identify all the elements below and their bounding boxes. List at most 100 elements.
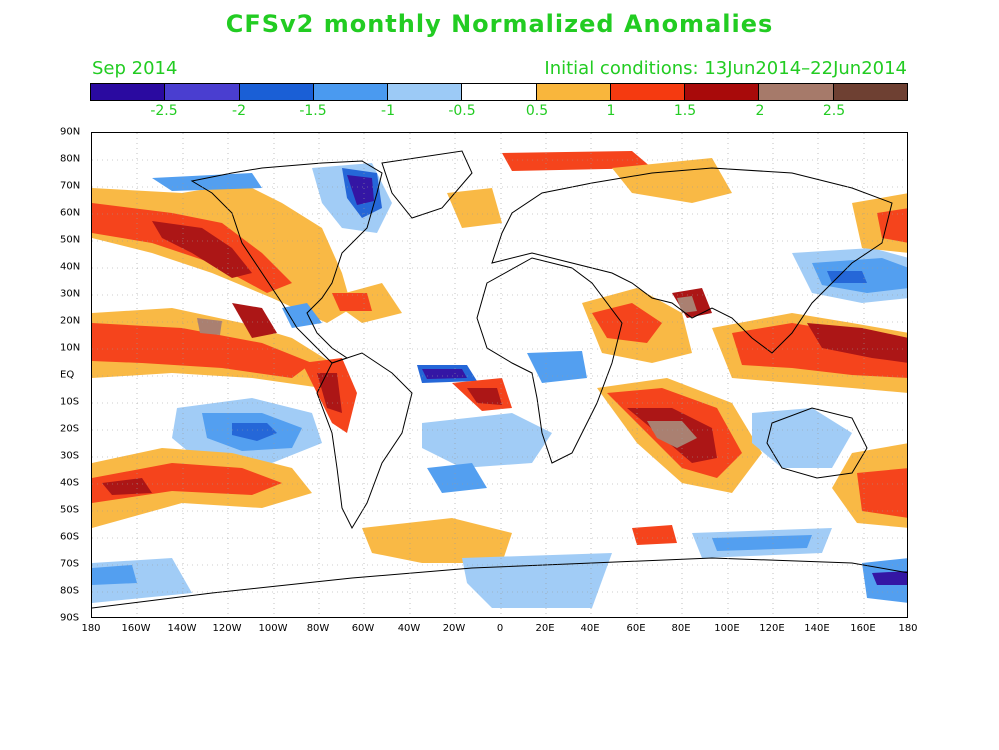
chart-title: CFSv2 monthly Normalized Anomalies <box>225 10 774 38</box>
colorbar-swatch-1 <box>165 84 240 100</box>
anomaly-area <box>462 553 612 608</box>
anomaly-area <box>527 351 587 383</box>
colorbar-label: -0.5 <box>448 103 476 119</box>
colorbar-label: 0.5 <box>525 103 549 119</box>
coastline-south-america <box>316 352 413 530</box>
anomaly-area <box>422 369 467 379</box>
colorbar-label: -2.5 <box>150 103 178 119</box>
lat-label: 80S <box>60 585 80 597</box>
lon-label: 120W <box>212 623 242 634</box>
colorbar-label: -1.5 <box>299 103 327 119</box>
lon-label: 20W <box>442 623 466 634</box>
anomaly-area <box>427 463 487 493</box>
lon-label: 140E <box>804 623 830 634</box>
colorbar-swatch-0 <box>91 84 166 100</box>
coastline-antarctica <box>92 557 907 609</box>
anomaly-map <box>91 132 908 618</box>
lat-label: 20N <box>60 315 81 327</box>
lon-label: 100W <box>258 623 288 634</box>
anomaly-area <box>447 188 502 228</box>
lat-label: 70S <box>60 558 80 570</box>
anomaly-area <box>807 323 907 363</box>
lon-label: 120E <box>759 623 785 634</box>
lat-label: 90N <box>60 126 81 138</box>
anomaly-map-svg <box>92 133 907 617</box>
lon-label: 140W <box>167 623 197 634</box>
colorbar-swatch-10 <box>833 84 907 100</box>
lon-label: 40E <box>580 623 600 634</box>
colorbar-swatch-8 <box>685 84 760 100</box>
lon-label: 60W <box>351 623 375 634</box>
lon-label: 160E <box>850 623 876 634</box>
coastline-africa <box>476 257 623 464</box>
anomaly-area <box>467 388 502 405</box>
lat-label: 90S <box>60 612 80 624</box>
lat-label: 80N <box>60 153 81 165</box>
colorbar-label: -1 <box>381 103 395 119</box>
gridlines <box>92 133 907 617</box>
lon-label: 80W <box>306 623 330 634</box>
lon-label: 0 <box>496 623 504 634</box>
anomaly-area <box>152 221 252 278</box>
lon-label: 160W <box>121 623 151 634</box>
anomaly-area <box>347 175 374 205</box>
anomaly-area <box>152 173 262 191</box>
anomaly-area <box>502 151 652 171</box>
colorbar-swatch-2 <box>239 84 314 100</box>
colorbar-swatch-9 <box>759 84 834 100</box>
lon-label: 180 <box>81 623 101 634</box>
colorbar-label: -2 <box>232 103 246 119</box>
anomaly-area <box>317 373 342 413</box>
anomaly-area <box>102 478 152 495</box>
lat-label: EQ <box>60 369 75 381</box>
colorbar-swatch-6 <box>536 84 611 100</box>
anomaly-area <box>592 303 662 343</box>
colorbar-swatch-4 <box>388 84 463 100</box>
anomaly-area <box>332 293 372 311</box>
colorbar-label: 2.5 <box>822 103 846 119</box>
colorbar-swatch-3 <box>313 84 389 100</box>
lat-label: 30N <box>60 288 81 300</box>
anomaly-area <box>712 535 812 551</box>
lat-label: 60N <box>60 207 81 219</box>
anomaly-area <box>92 565 137 585</box>
coastline-australia <box>766 407 868 479</box>
lat-label: 60S <box>60 531 80 543</box>
lat-label: 50S <box>60 504 80 516</box>
colorbar-label: 1 <box>606 103 616 119</box>
lat-label: 20S <box>60 423 80 435</box>
coastlines <box>92 150 907 609</box>
lat-label: 40S <box>60 477 80 489</box>
colorbar-swatch-7 <box>610 84 686 100</box>
anomaly-area <box>197 318 222 335</box>
lat-label: 10N <box>60 342 81 354</box>
forecast-month: Sep 2014 <box>92 58 178 79</box>
anomaly-area <box>752 408 852 468</box>
colorbar-swatch-5 <box>462 84 537 100</box>
lon-label: 80E <box>671 623 691 634</box>
coastline-north-america <box>190 160 383 364</box>
anomaly-area <box>872 571 907 585</box>
colorbar-label: 1.5 <box>673 103 697 119</box>
coastline-greenland <box>381 150 473 219</box>
anomaly-area <box>232 303 277 338</box>
anomaly-area <box>857 468 907 518</box>
anomaly-area <box>92 323 312 378</box>
lat-label: 50N <box>60 234 81 246</box>
initial-conditions: Initial conditions: 13Jun2014–22Jun2014 <box>544 58 907 79</box>
lon-label: 20E <box>535 623 555 634</box>
lon-label: 180 <box>898 623 918 634</box>
anomaly-area <box>632 525 677 545</box>
lat-label: 70N <box>60 180 81 192</box>
anomaly-area <box>232 423 277 441</box>
lat-label: 30S <box>60 450 80 462</box>
lat-label: 40N <box>60 261 81 273</box>
lon-label: 60E <box>626 623 646 634</box>
lon-label: 40W <box>397 623 421 634</box>
anomaly-area <box>647 421 697 448</box>
coastline-eurasia <box>491 167 893 354</box>
colorbar <box>90 83 908 101</box>
anomaly-area <box>827 271 867 283</box>
colorbar-label: 2 <box>755 103 765 119</box>
anomaly-fields <box>92 151 907 608</box>
